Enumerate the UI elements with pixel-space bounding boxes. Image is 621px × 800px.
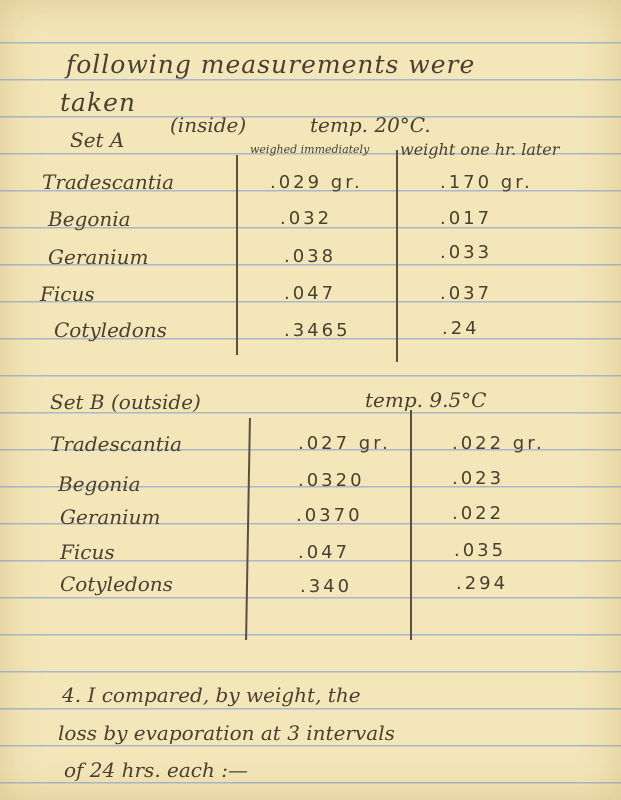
plant-name: Geranium xyxy=(60,505,161,529)
weight-immediate: .029 gr. xyxy=(270,172,363,193)
weight-immediate: .027 gr. xyxy=(298,433,391,454)
set-b-title: Set B (outside) xyxy=(50,390,201,414)
set-a-divider-2 xyxy=(396,150,398,362)
set-a-temp: temp. 20°C. xyxy=(310,113,431,137)
plant-name: Begonia xyxy=(48,207,131,231)
weight-immediate: .0320 xyxy=(298,470,365,491)
plant-name: Ficus xyxy=(40,282,95,306)
plant-name: Begonia xyxy=(58,472,141,496)
set-b-temp: temp. 9.5°C xyxy=(365,388,487,412)
set-a-col2-header: weight one hr. later xyxy=(400,140,560,159)
set-a-col1-header: weighed immediately xyxy=(250,143,370,156)
plant-name: Geranium xyxy=(48,245,149,269)
set-a-divider-1 xyxy=(236,155,238,355)
set-b-divider-2 xyxy=(410,410,412,640)
set-a-title: Set A xyxy=(70,128,125,152)
weight-later: .022 xyxy=(452,503,505,524)
plant-name: Cotyledons xyxy=(54,318,167,342)
plant-name: Ficus xyxy=(60,540,115,564)
weight-immediate: .047 xyxy=(284,283,337,304)
section-4-line-2: loss by evaporation at 3 intervals xyxy=(58,721,395,745)
plant-name: Cotyledons xyxy=(60,572,173,596)
weight-later: .035 xyxy=(454,540,507,561)
weight-later: .022 gr. xyxy=(452,433,545,454)
intro-line-1: following measurements were xyxy=(66,50,476,79)
set-a-location: (inside) xyxy=(170,113,247,137)
weight-immediate: .038 xyxy=(284,246,337,267)
section-4-line-3: of 24 hrs. each :— xyxy=(64,758,248,782)
weight-immediate: .032 xyxy=(280,208,333,229)
weight-immediate: .047 xyxy=(298,542,351,563)
weight-later: .017 xyxy=(440,208,493,229)
plant-name: Tradescantia xyxy=(50,432,183,456)
intro-line-2: taken xyxy=(60,88,136,117)
weight-immediate: .340 xyxy=(300,576,353,597)
plant-name: Tradescantia xyxy=(42,170,175,194)
weight-later: .294 xyxy=(456,573,509,594)
weight-later: .033 xyxy=(440,242,493,263)
weight-immediate: .0370 xyxy=(296,505,363,526)
weight-later: .24 xyxy=(442,318,480,339)
weight-later: .037 xyxy=(440,283,493,304)
weight-later: .170 gr. xyxy=(440,172,533,193)
section-4-line-1: 4. I compared, by weight, the xyxy=(62,683,361,707)
set-b-divider-1 xyxy=(245,417,251,641)
weight-immediate: .3465 xyxy=(284,320,351,341)
weight-later: .023 xyxy=(452,468,505,489)
